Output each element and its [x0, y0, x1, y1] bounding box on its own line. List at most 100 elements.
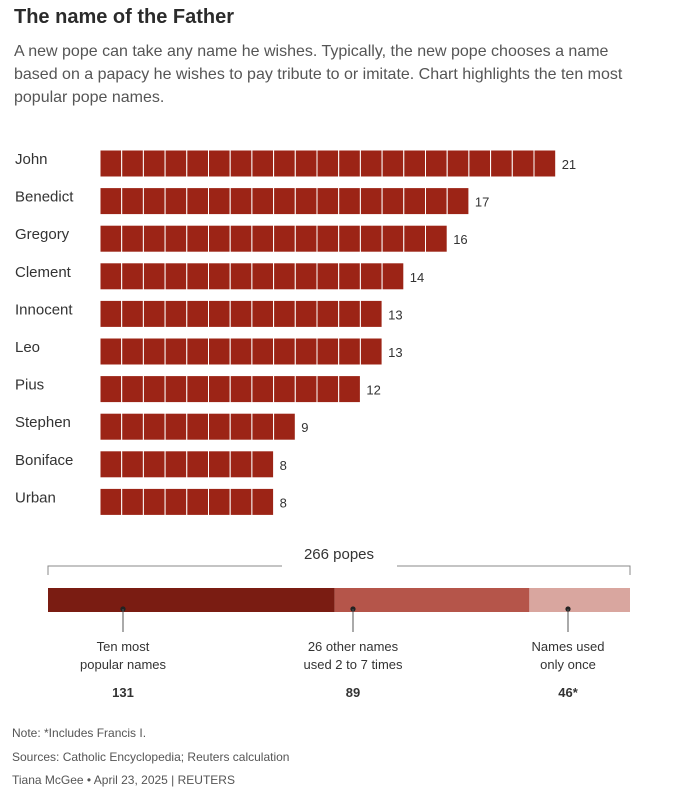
bar-cell-benedict	[316, 187, 340, 216]
bar-cell-benedict	[425, 187, 448, 216]
bar-cell-innocent	[316, 299, 340, 328]
bar-cell-pius	[251, 375, 275, 404]
bar-cell-benedict	[338, 187, 361, 216]
data-label-gregory: 16	[453, 232, 467, 247]
bar-cell-leo	[229, 337, 253, 366]
bar-cell-john	[403, 149, 426, 178]
bar-cell-boniface	[142, 450, 166, 479]
data-label-benedict: 17	[475, 195, 489, 210]
bar-cell-pius	[186, 375, 210, 404]
bar-cell-gregory	[251, 224, 275, 253]
bar-cell-benedict	[121, 187, 144, 216]
bar-cell-gregory	[208, 224, 231, 253]
bar-cell-benedict	[294, 187, 318, 216]
segment-label-line2-top-ten: popular names	[80, 657, 166, 672]
bar-cell-gregory	[316, 224, 340, 253]
bar-cell-pius	[99, 375, 123, 404]
bar-cell-benedict	[208, 187, 231, 216]
bar-cell-stephen	[273, 412, 296, 441]
bar-cell-gregory	[359, 224, 383, 253]
bar-cell-leo	[186, 337, 210, 366]
bar-cell-urban	[208, 487, 231, 516]
bar-cell-john	[359, 149, 383, 178]
bar-cell-leo	[294, 337, 318, 366]
bar-cell-gregory	[186, 224, 210, 253]
segment-label-line1-top-ten: Ten most	[97, 639, 150, 654]
bar-cell-innocent	[186, 299, 210, 328]
bar-cell-stephen	[208, 412, 231, 441]
category-label-urban: Urban	[15, 489, 56, 506]
total-label: 266 popes	[304, 546, 374, 563]
category-label-leo: Leo	[15, 339, 40, 356]
bar-cell-clement	[251, 262, 275, 291]
bar-cell-clement	[381, 262, 405, 291]
bar-cell-boniface	[229, 450, 253, 479]
bar-cell-clement	[121, 262, 144, 291]
bar-cell-gregory	[121, 224, 144, 253]
data-label-leo: 13	[388, 345, 402, 360]
category-label-pius: Pius	[15, 377, 44, 394]
segment-label-line1-other-names: 26 other names	[308, 639, 399, 654]
bar-cell-stephen	[121, 412, 144, 441]
bar-cell-john	[446, 149, 470, 178]
bar-cell-gregory	[381, 224, 405, 253]
segment-label-line2-used-once: only once	[540, 657, 596, 672]
bar-cell-clement	[208, 262, 231, 291]
bar-cell-gregory	[229, 224, 253, 253]
bar-cell-john	[164, 149, 188, 178]
bar-cell-john	[490, 149, 513, 178]
bar-cell-gregory	[273, 224, 296, 253]
bar-cell-benedict	[381, 187, 405, 216]
chart-title: The name of the Father	[14, 6, 235, 28]
bar-cell-john	[142, 149, 166, 178]
bar-cell-benedict	[99, 187, 123, 216]
bar-cell-urban	[186, 487, 210, 516]
bar-cell-john	[208, 149, 231, 178]
bar-cell-leo	[99, 337, 123, 366]
category-label-gregory: Gregory	[15, 226, 70, 243]
segment-value-top-ten: 131	[112, 685, 134, 700]
bar-cell-john	[425, 149, 448, 178]
bar-cell-clement	[359, 262, 383, 291]
bar-cell-john	[99, 149, 123, 178]
bar-cell-clement	[164, 262, 188, 291]
bar-cell-clement	[338, 262, 361, 291]
category-label-stephen: Stephen	[15, 414, 71, 431]
bar-cell-gregory	[338, 224, 361, 253]
bar-cell-pius	[121, 375, 144, 404]
bar-cell-boniface	[251, 450, 275, 479]
bar-cell-boniface	[208, 450, 231, 479]
data-label-stephen: 9	[301, 420, 308, 435]
bar-cell-benedict	[164, 187, 188, 216]
bar-cell-innocent	[99, 299, 123, 328]
bar-cell-john	[338, 149, 361, 178]
segment-top-ten	[48, 588, 335, 612]
segment-value-other-names: 89	[346, 685, 360, 700]
bar-cell-pius	[229, 375, 253, 404]
bar-cell-pius	[208, 375, 231, 404]
bar-cell-benedict	[273, 187, 296, 216]
bar-cell-clement	[294, 262, 318, 291]
bar-cell-urban	[142, 487, 166, 516]
bar-cell-stephen	[99, 412, 123, 441]
bar-cell-innocent	[359, 299, 383, 328]
category-label-clement: Clement	[15, 264, 72, 281]
bar-cell-stephen	[186, 412, 210, 441]
bar-cell-gregory	[294, 224, 318, 253]
bar-cell-leo	[142, 337, 166, 366]
bar-cell-boniface	[186, 450, 210, 479]
bar-cell-benedict	[229, 187, 253, 216]
segment-value-used-once: 46*	[558, 685, 578, 700]
bar-cell-gregory	[142, 224, 166, 253]
credit-line: Tiana McGee • April 23, 2025 | REUTERS	[12, 773, 235, 787]
bar-cell-john	[251, 149, 275, 178]
bar-cell-john	[316, 149, 340, 178]
bar-cell-leo	[338, 337, 361, 366]
bar-cell-innocent	[121, 299, 144, 328]
bar-cell-stephen	[164, 412, 188, 441]
bar-cell-pius	[338, 375, 361, 404]
bar-cell-urban	[229, 487, 253, 516]
bar-cell-gregory	[99, 224, 123, 253]
bar-cell-pius	[316, 375, 340, 404]
